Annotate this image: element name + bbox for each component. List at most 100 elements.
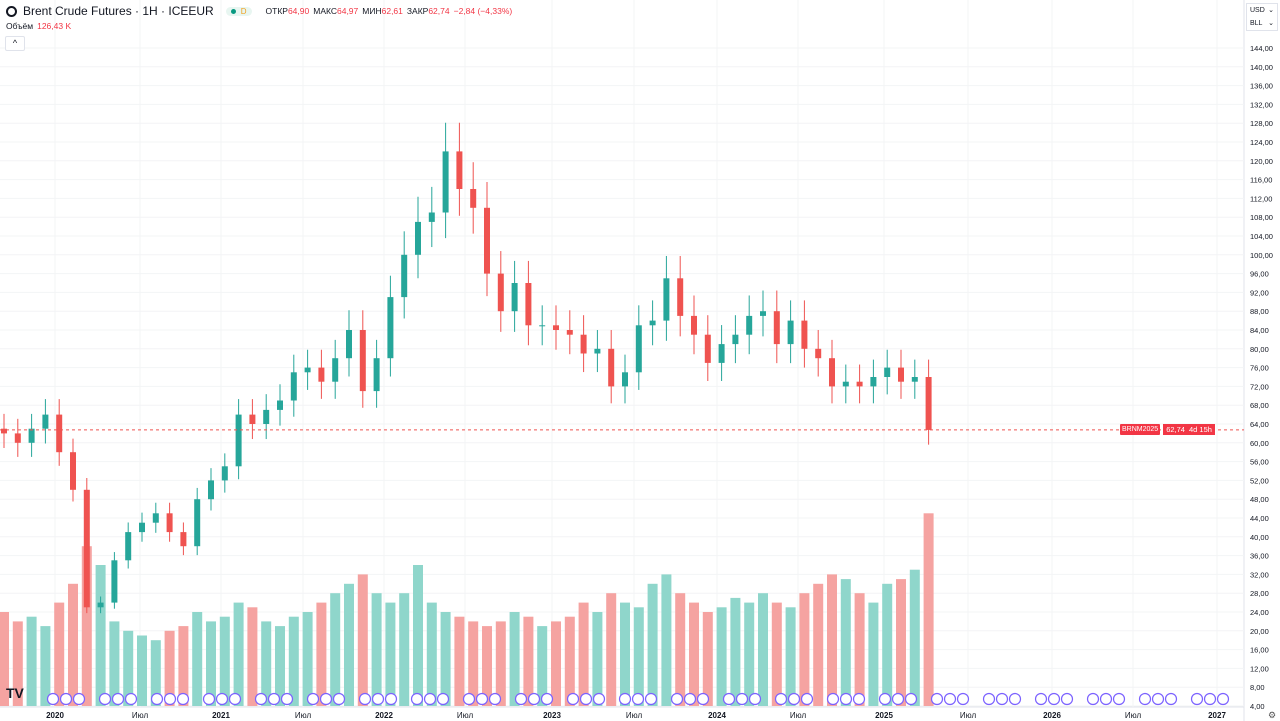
volume-bar: [620, 602, 630, 706]
event-marker-icon: [202, 692, 216, 706]
last-price-value: 62,74: [1166, 425, 1185, 434]
y-tick-label: 28,00: [1250, 589, 1269, 598]
volume-bar: [330, 593, 341, 706]
ohlc-value: −2,84 (−4,33%): [453, 6, 513, 16]
candle: [925, 377, 932, 430]
volume-bar: [813, 583, 824, 706]
volume-bar: [923, 513, 934, 706]
event-marker-icon: [1216, 692, 1230, 706]
event-marker-icon: [670, 692, 684, 706]
chevron-down-icon: ⌄: [1268, 20, 1274, 27]
volume-bar: [440, 612, 451, 706]
settings-icon[interactable]: ⚙: [1268, 710, 1277, 720]
event-marker-icon: [436, 692, 450, 706]
event-marker-icon: [72, 692, 86, 706]
candle: [332, 358, 339, 382]
tradingview-logo[interactable]: TV: [6, 685, 24, 701]
candle: [608, 348, 615, 387]
candle: [760, 311, 766, 316]
y-tick-label: 56,00: [1250, 458, 1269, 467]
y-tick-label: 144,00: [1250, 44, 1273, 53]
volume-bar: [799, 593, 810, 706]
candle: [152, 513, 159, 523]
volume-bar: [261, 621, 272, 706]
x-tick-label: 2025: [875, 711, 893, 720]
y-tick-label: 88,00: [1250, 307, 1269, 316]
candle: [83, 489, 90, 608]
event-marker-icon: [1086, 692, 1100, 706]
event-marker-icon: [254, 692, 268, 706]
volume-bar: [26, 616, 37, 706]
volume-bar: [219, 616, 230, 706]
volume-bar: [578, 602, 589, 706]
y-tick-label: 20,00: [1250, 627, 1269, 636]
candle: [42, 414, 49, 429]
y-tick-label: 100,00: [1250, 251, 1273, 260]
candle: [442, 151, 449, 213]
unit-dropdown[interactable]: BLL ⌄: [1247, 17, 1277, 30]
candle: [180, 532, 187, 547]
candle: [635, 325, 642, 373]
x-tick-label: 2026: [1043, 711, 1061, 720]
candle: [56, 414, 63, 453]
ohlc-value: 62,74: [428, 6, 450, 16]
event-marker-icon: [163, 692, 177, 706]
y-tick-label: 136,00: [1250, 82, 1273, 91]
volume-bar: [275, 626, 285, 706]
volume-bar: [399, 593, 410, 706]
candle: [125, 532, 132, 561]
event-marker-icon: [1034, 692, 1048, 706]
event-marker-icon: [774, 692, 788, 706]
currency-dropdown[interactable]: USD ⌄: [1247, 4, 1277, 17]
candle: [194, 499, 201, 547]
event-marker-icon: [150, 692, 164, 706]
candle: [856, 381, 863, 387]
candle: [884, 367, 891, 377]
event-marker-icon: [488, 692, 502, 706]
volume-bar: [54, 602, 65, 706]
ohlc-item: МИН62,61: [362, 6, 403, 16]
x-tick-label: Июл: [295, 711, 312, 720]
y-tick-label: 104,00: [1250, 232, 1273, 241]
event-marker-icon: [1112, 692, 1126, 706]
candle: [787, 320, 794, 345]
candle: [622, 372, 628, 387]
event-marker-icon: [319, 692, 333, 706]
candle: [387, 297, 394, 359]
delay-badge: D: [240, 6, 247, 16]
volume-bar: [316, 602, 327, 706]
x-tick-label: 2020: [46, 711, 64, 720]
ohlc-value: 62,61: [381, 6, 403, 16]
y-tick-label: 124,00: [1250, 138, 1273, 147]
volume-bar: [551, 621, 561, 706]
volume-bar: [771, 602, 782, 706]
symbol-title[interactable]: Brent Crude Futures · 1H · ICEEUR: [23, 4, 214, 18]
candle: [911, 377, 918, 382]
event-marker-icon: [852, 692, 866, 706]
event-marker-icon: [683, 692, 697, 706]
candle: [166, 513, 173, 533]
event-marker-icon: [891, 692, 905, 706]
volume-bar: [178, 626, 189, 706]
volume-bar: [206, 621, 216, 706]
ohlc-item: ОТКР64,90: [266, 6, 310, 16]
units-selector[interactable]: USD ⌄ BLL ⌄: [1246, 3, 1278, 31]
collapse-legend-button[interactable]: ^: [5, 36, 25, 51]
ohlc-item: −2,84 (−4,33%): [454, 6, 513, 16]
volume-bar: [109, 621, 120, 706]
event-marker-icon: [280, 692, 294, 706]
event-marker-icon: [722, 692, 736, 706]
candle: [304, 367, 311, 373]
y-tick-label: 12,00: [1250, 664, 1269, 673]
volume-bar: [233, 602, 244, 706]
event-marker-icon: [475, 692, 489, 706]
y-tick-label: 8,00: [1250, 683, 1265, 692]
volume-bar: [689, 602, 699, 706]
event-marker-icon: [176, 692, 190, 706]
event-marker-icon: [696, 692, 710, 706]
candle: [263, 409, 270, 424]
market-status-badge[interactable]: D: [225, 6, 252, 16]
candle: [870, 377, 877, 387]
candle: [842, 381, 849, 387]
